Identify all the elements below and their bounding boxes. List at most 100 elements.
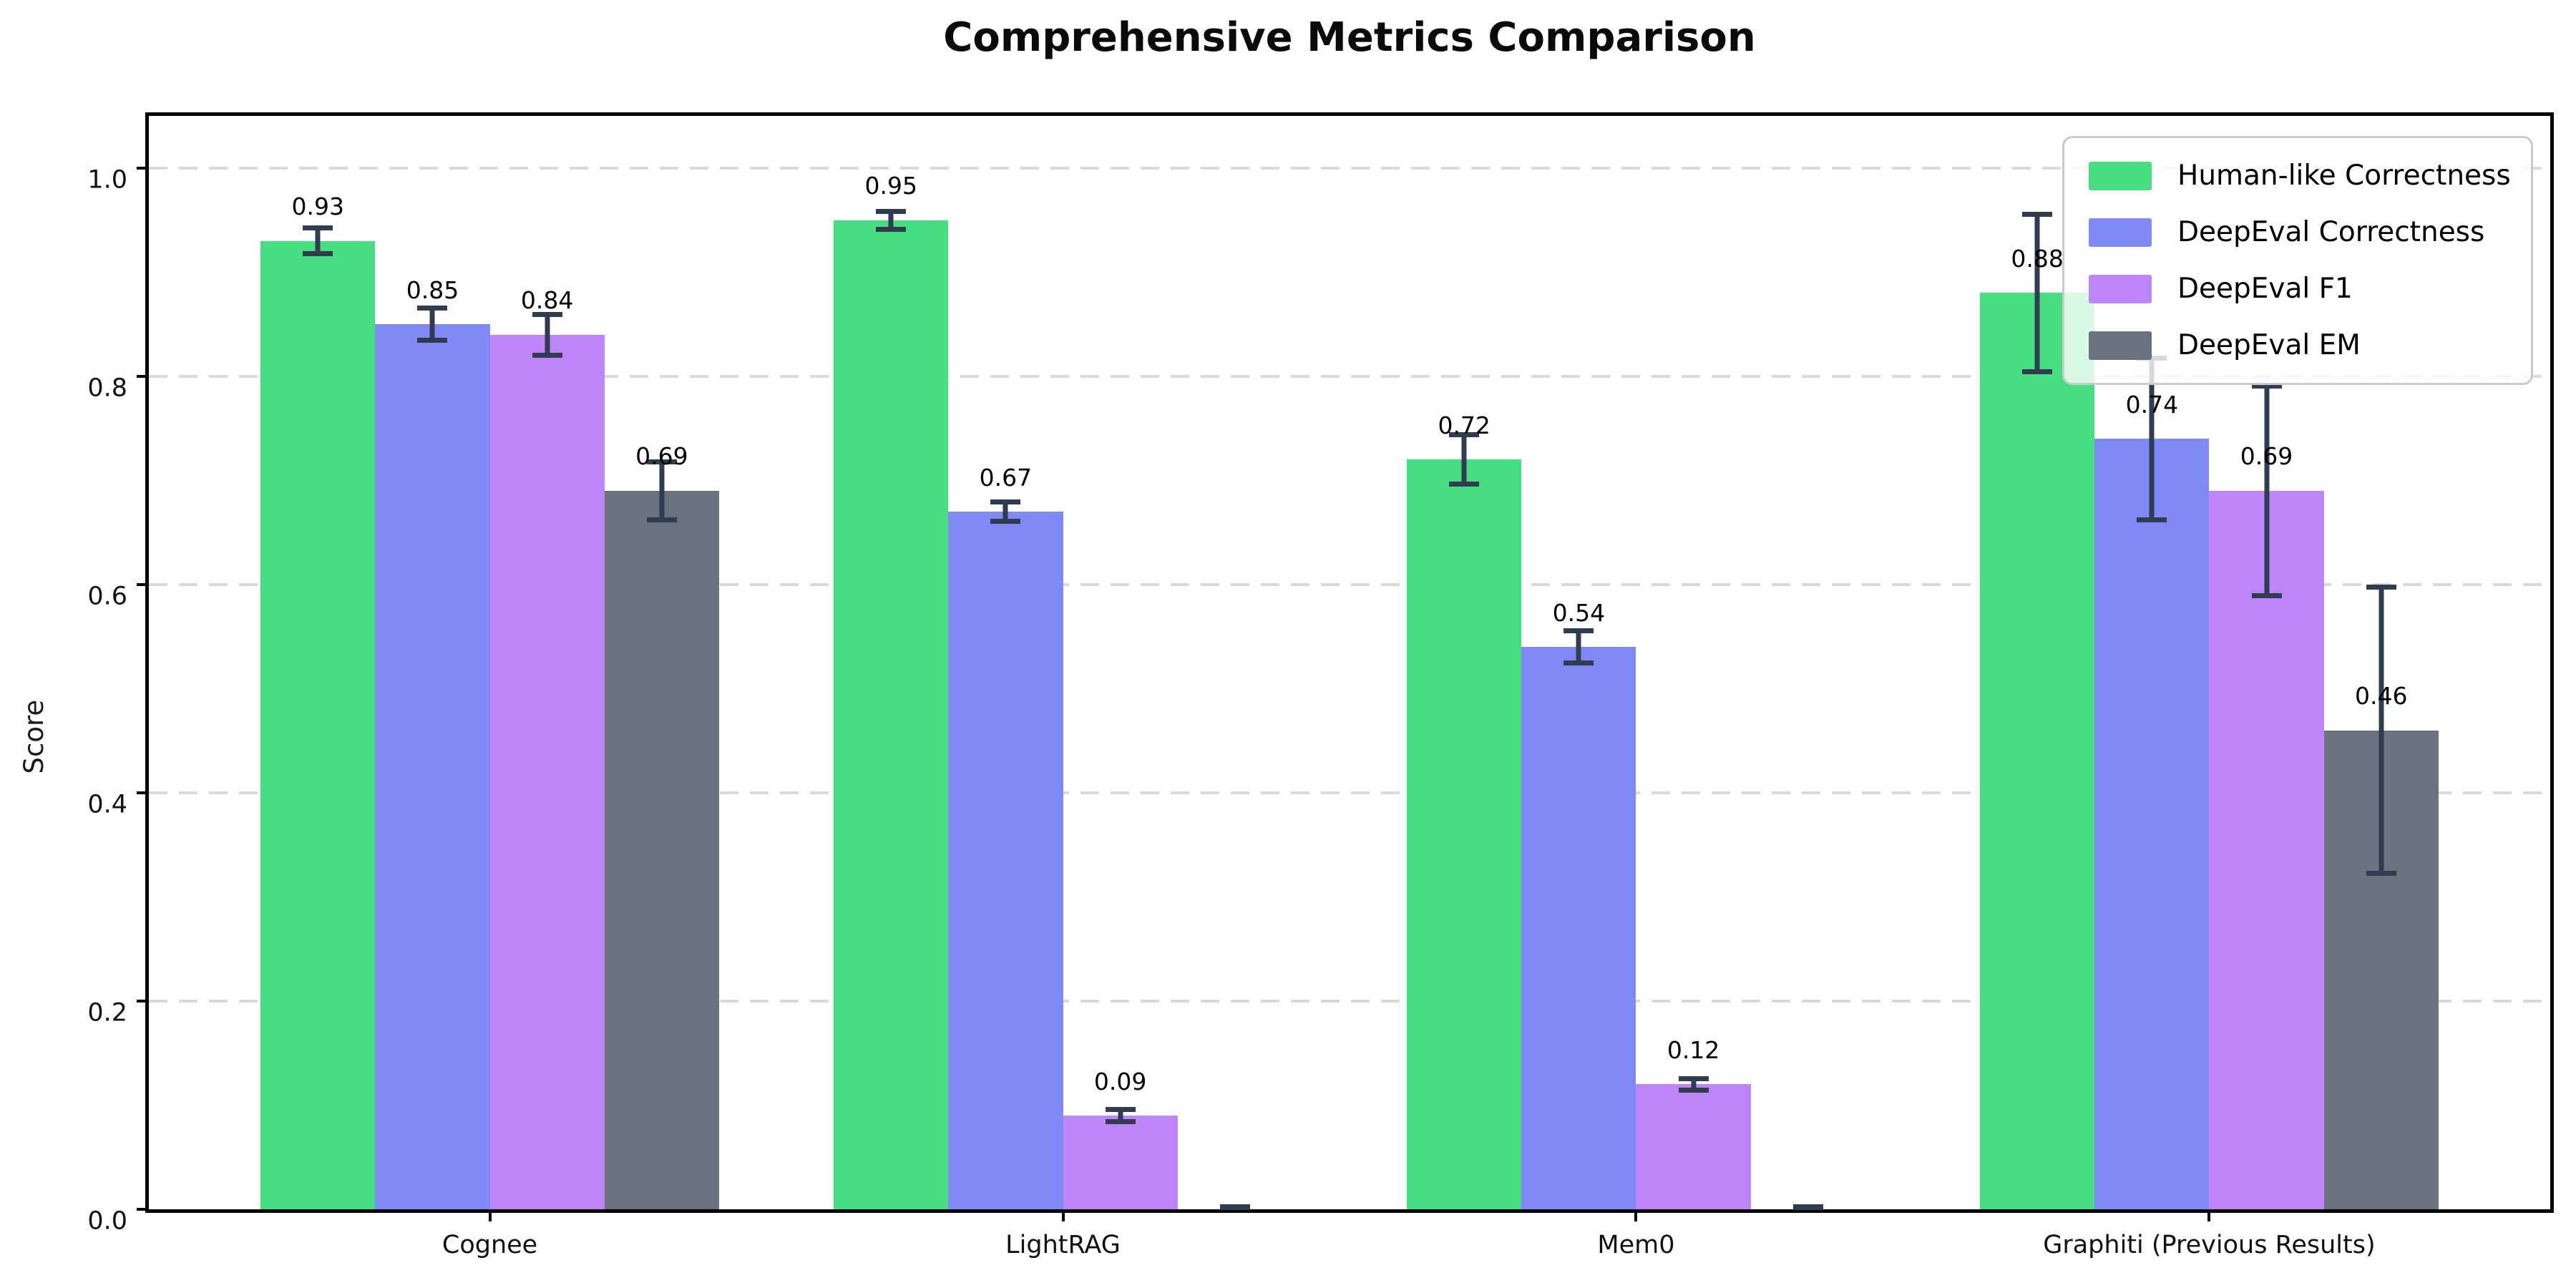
- bar: [260, 240, 376, 1209]
- y-tick-label: 0.2: [87, 998, 127, 1028]
- bar: [1980, 293, 2095, 1209]
- error-bar-cap-bottom: [2251, 592, 2282, 598]
- bar: [1063, 1116, 1178, 1209]
- x-tick-mark: [2207, 1209, 2211, 1221]
- bar-value-label: 0.84: [520, 286, 574, 315]
- y-tick-mark: [137, 1208, 149, 1211]
- legend-label: DeepEval EM: [2177, 329, 2361, 361]
- error-bar-line: [1576, 628, 1581, 666]
- y-tick-mark: [137, 374, 149, 378]
- legend-swatch: [2089, 161, 2152, 190]
- error-bar-cap-top: [2366, 584, 2396, 590]
- error-bar-line: [1691, 1075, 1697, 1093]
- y-tick-mark: [137, 999, 149, 1002]
- error-bar-line: [1118, 1107, 1123, 1124]
- bar-value-label: 0.85: [406, 275, 459, 304]
- error-bar: [2022, 211, 2053, 374]
- error-bar-line: [2379, 584, 2384, 877]
- error-bar: [990, 499, 1021, 525]
- plot-area: 0.0 0.2 0.4 0.6 0.8 1.0 Cognee 0.93 0.85 0.84 0.69…: [87, 112, 2554, 1259]
- legend-swatch: [2089, 274, 2152, 303]
- error-bar-line: [429, 305, 435, 343]
- bar: [1407, 459, 1522, 1209]
- bar-value-label: 0.67: [979, 463, 1033, 492]
- error-bar-cap-bottom: [876, 226, 907, 232]
- bar-value-label: 0.69: [635, 442, 688, 471]
- legend-label: DeepEval Correctness: [2177, 216, 2485, 248]
- error-bar: [876, 208, 907, 232]
- legend-item: DeepEval F1: [2089, 273, 2507, 305]
- error-bar-cap-bottom: [303, 251, 333, 257]
- error-bar-cap-top: [417, 305, 448, 311]
- bar-value-label: 0.95: [864, 172, 917, 200]
- error-bar: [1219, 1204, 1250, 1211]
- error-bar-cap-bottom: [532, 352, 562, 358]
- legend-swatch: [2089, 218, 2152, 247]
- bar-value-label: 0.12: [1667, 1035, 1720, 1064]
- error-bar-cap-bottom: [1219, 1204, 1250, 1209]
- y-tick-mark: [137, 582, 149, 586]
- x-tick-mark: [488, 1209, 492, 1221]
- error-bar-cap-top: [1105, 1107, 1136, 1113]
- error-bar: [1563, 628, 1594, 666]
- error-bar-cap-bottom: [1449, 482, 1480, 487]
- legend: Human-like Correctness DeepEval Correctne…: [2062, 136, 2533, 385]
- error-bar-cap-bottom: [2137, 517, 2167, 522]
- error-bar-line: [2149, 355, 2155, 522]
- error-bar-cap-bottom: [417, 338, 448, 343]
- y-axis-label: Score: [19, 699, 49, 774]
- error-bar-cap-bottom: [990, 519, 1021, 525]
- bar: [489, 334, 605, 1209]
- error-bar: [646, 459, 677, 522]
- error-bar-line: [659, 459, 665, 522]
- error-bar-cap-bottom: [2022, 369, 2053, 374]
- error-bar-cap-top: [2022, 211, 2053, 217]
- error-bar-line: [2034, 211, 2040, 374]
- bar-value-label: 0.69: [2240, 442, 2293, 471]
- error-bar: [1105, 1107, 1136, 1124]
- error-bar: [417, 305, 448, 343]
- error-bar-line: [2264, 384, 2270, 598]
- bar: [2094, 439, 2210, 1209]
- bar: [834, 220, 949, 1209]
- error-bar-line: [545, 311, 550, 358]
- bar: [948, 512, 1063, 1209]
- error-bar-cap-bottom: [646, 517, 677, 522]
- error-bar-cap-top: [1449, 432, 1480, 438]
- error-bar-line: [315, 225, 321, 257]
- error-bar: [303, 225, 333, 257]
- error-bar-cap-bottom: [2366, 871, 2396, 877]
- error-bar: [1792, 1204, 1823, 1211]
- bar-value-label: 0.93: [291, 192, 345, 221]
- bar: [1521, 647, 1636, 1209]
- y-gridline: [149, 582, 2550, 586]
- error-bar: [2251, 384, 2282, 598]
- bar: [2209, 490, 2324, 1209]
- legend-label: DeepEval F1: [2177, 273, 2353, 305]
- bar-value-label: 0.74: [2125, 390, 2179, 419]
- bar-value-label: 0.09: [1093, 1067, 1147, 1096]
- bar-value-label: 0.88: [2011, 245, 2064, 273]
- legend-item: DeepEval Correctness: [2089, 216, 2507, 248]
- legend-swatch: [2089, 331, 2152, 360]
- bar: [1636, 1084, 1751, 1209]
- y-tick-mark: [137, 791, 149, 794]
- x-tick-label: Graphiti (Previous Results): [2043, 1231, 2376, 1259]
- error-bar-cap-top: [990, 499, 1021, 504]
- y-tick-label: 0.8: [87, 374, 127, 403]
- error-bar-line: [1002, 499, 1008, 525]
- y-tick-label: 0.0: [87, 1206, 127, 1236]
- y-gridline: [149, 166, 2550, 170]
- error-bar-cap-bottom: [1105, 1118, 1136, 1124]
- error-bar-cap-top: [2251, 384, 2282, 389]
- x-tick-label: LightRAG: [1005, 1231, 1121, 1259]
- error-bar-cap-top: [1678, 1075, 1709, 1081]
- x-tick-label: Cognee: [441, 1231, 538, 1259]
- bar: [375, 324, 490, 1209]
- y-gridline: [149, 999, 2550, 1002]
- y-gridline: [149, 374, 2550, 378]
- y-tick-mark: [137, 166, 149, 170]
- y-tick-label: 1.0: [87, 165, 127, 195]
- error-bar-line: [1461, 432, 1467, 487]
